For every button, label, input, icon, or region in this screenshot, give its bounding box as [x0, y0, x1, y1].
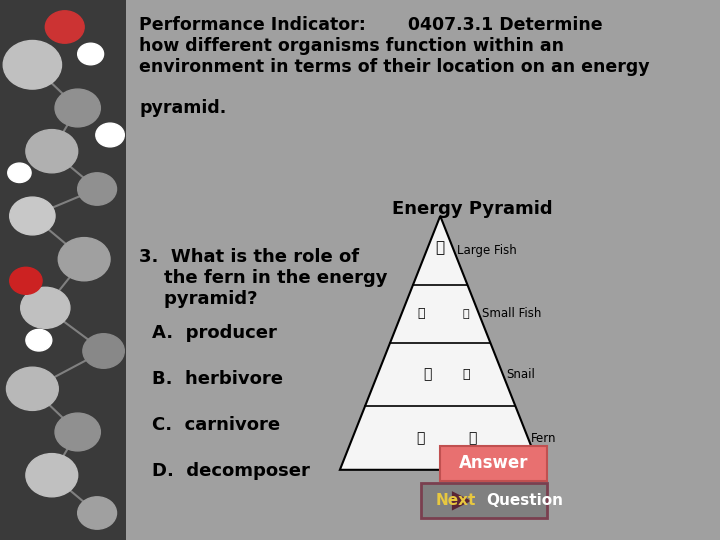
- Circle shape: [78, 173, 117, 205]
- Text: A.  producer: A. producer: [152, 324, 277, 342]
- Circle shape: [9, 267, 42, 294]
- Circle shape: [58, 238, 110, 281]
- Text: 🌿: 🌿: [469, 431, 477, 445]
- Text: Answer: Answer: [459, 454, 528, 472]
- Circle shape: [21, 287, 70, 328]
- Circle shape: [3, 40, 61, 89]
- Circle shape: [78, 497, 117, 529]
- Circle shape: [96, 123, 125, 147]
- Text: 🐠: 🐠: [417, 307, 425, 320]
- Text: Performance Indicator:       0407.3.1 Determine
how different organisms function: Performance Indicator: 0407.3.1 Determin…: [139, 16, 650, 117]
- Text: 🐟: 🐟: [463, 309, 469, 319]
- Text: 3.  What is the role of
    the fern in the energy
    pyramid?: 3. What is the role of the fern in the e…: [139, 248, 387, 308]
- Text: Small Fish: Small Fish: [482, 307, 541, 320]
- Polygon shape: [452, 491, 472, 511]
- FancyBboxPatch shape: [0, 0, 126, 540]
- Text: Large Fish: Large Fish: [457, 244, 517, 256]
- Circle shape: [83, 334, 125, 368]
- Circle shape: [55, 413, 100, 451]
- Circle shape: [55, 89, 100, 127]
- Circle shape: [8, 163, 31, 183]
- Text: 🐚: 🐚: [462, 368, 470, 381]
- Text: 🐌: 🐌: [423, 368, 431, 382]
- Text: Fern: Fern: [531, 431, 557, 444]
- Text: Question: Question: [486, 494, 563, 508]
- Text: C.  carnivore: C. carnivore: [152, 416, 280, 434]
- FancyBboxPatch shape: [440, 446, 547, 481]
- Circle shape: [78, 43, 104, 65]
- Text: Snail: Snail: [506, 368, 535, 381]
- Circle shape: [45, 11, 84, 43]
- Text: 🐟: 🐟: [436, 240, 445, 255]
- Text: 🌿: 🌿: [417, 431, 425, 445]
- Text: Next: Next: [436, 494, 476, 508]
- Circle shape: [9, 197, 55, 235]
- Circle shape: [26, 454, 78, 497]
- Text: B.  herbivore: B. herbivore: [152, 370, 283, 388]
- FancyBboxPatch shape: [420, 483, 547, 518]
- Circle shape: [26, 130, 78, 173]
- Text: Energy Pyramid: Energy Pyramid: [392, 200, 553, 218]
- Text: D.  decomposer: D. decomposer: [152, 462, 310, 480]
- Polygon shape: [340, 216, 541, 470]
- Circle shape: [26, 329, 52, 351]
- Circle shape: [6, 367, 58, 410]
